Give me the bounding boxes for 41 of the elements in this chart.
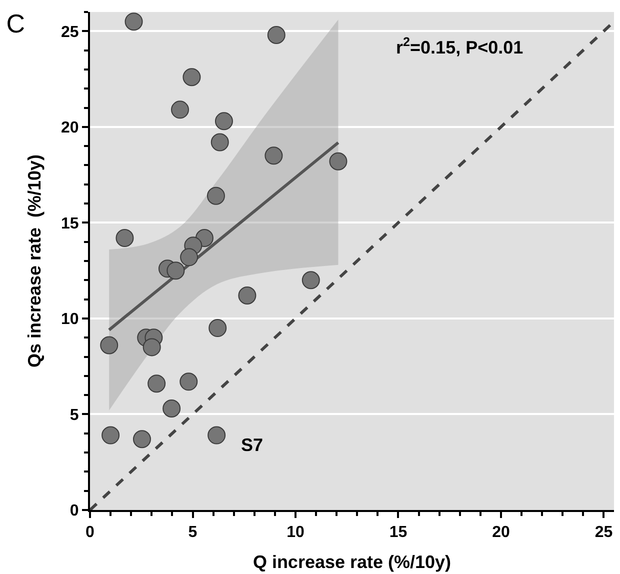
point [133, 430, 151, 448]
x-tick-label: 5 [188, 524, 198, 542]
point [182, 68, 201, 86]
x-tick-label: 0 [86, 524, 95, 542]
point [116, 229, 134, 248]
annotation: S7 [241, 435, 264, 455]
y-tick-label: 5 [70, 406, 79, 424]
point [166, 262, 185, 280]
point [180, 372, 198, 391]
point [210, 133, 229, 152]
line-series [108, 141, 340, 332]
point [124, 12, 143, 31]
point [171, 100, 189, 119]
y-tick-label: 10 [61, 311, 79, 328]
point [238, 286, 256, 304]
point [208, 319, 227, 338]
point [100, 336, 118, 354]
point [214, 112, 233, 130]
point [264, 146, 283, 165]
point [102, 426, 120, 444]
chart-title: C [6, 8, 25, 39]
y-tick-label: 0 [70, 502, 79, 520]
y-tick-label: 25 [61, 24, 79, 41]
x-tick-label: 25 [594, 524, 613, 542]
point [180, 248, 198, 266]
annotation: r$^{2}$=0.15, P<0.01 [396, 35, 524, 58]
point [142, 338, 161, 356]
y-axis-title: Qs increase rate (%/10y) [24, 154, 45, 368]
x-tick-label: 10 [286, 524, 304, 542]
point [206, 186, 225, 205]
point [148, 374, 166, 393]
point [162, 399, 181, 418]
point [302, 271, 320, 290]
point [329, 152, 348, 170]
x-axis-title: Q increase rate (%/10y) [252, 552, 452, 572]
point [208, 426, 226, 444]
y-tick-label: 15 [61, 215, 79, 232]
x-tick-label: 15 [389, 524, 408, 542]
y-tick-label: 20 [61, 120, 79, 137]
point [267, 26, 286, 44]
x-tick-label: 20 [492, 524, 510, 542]
